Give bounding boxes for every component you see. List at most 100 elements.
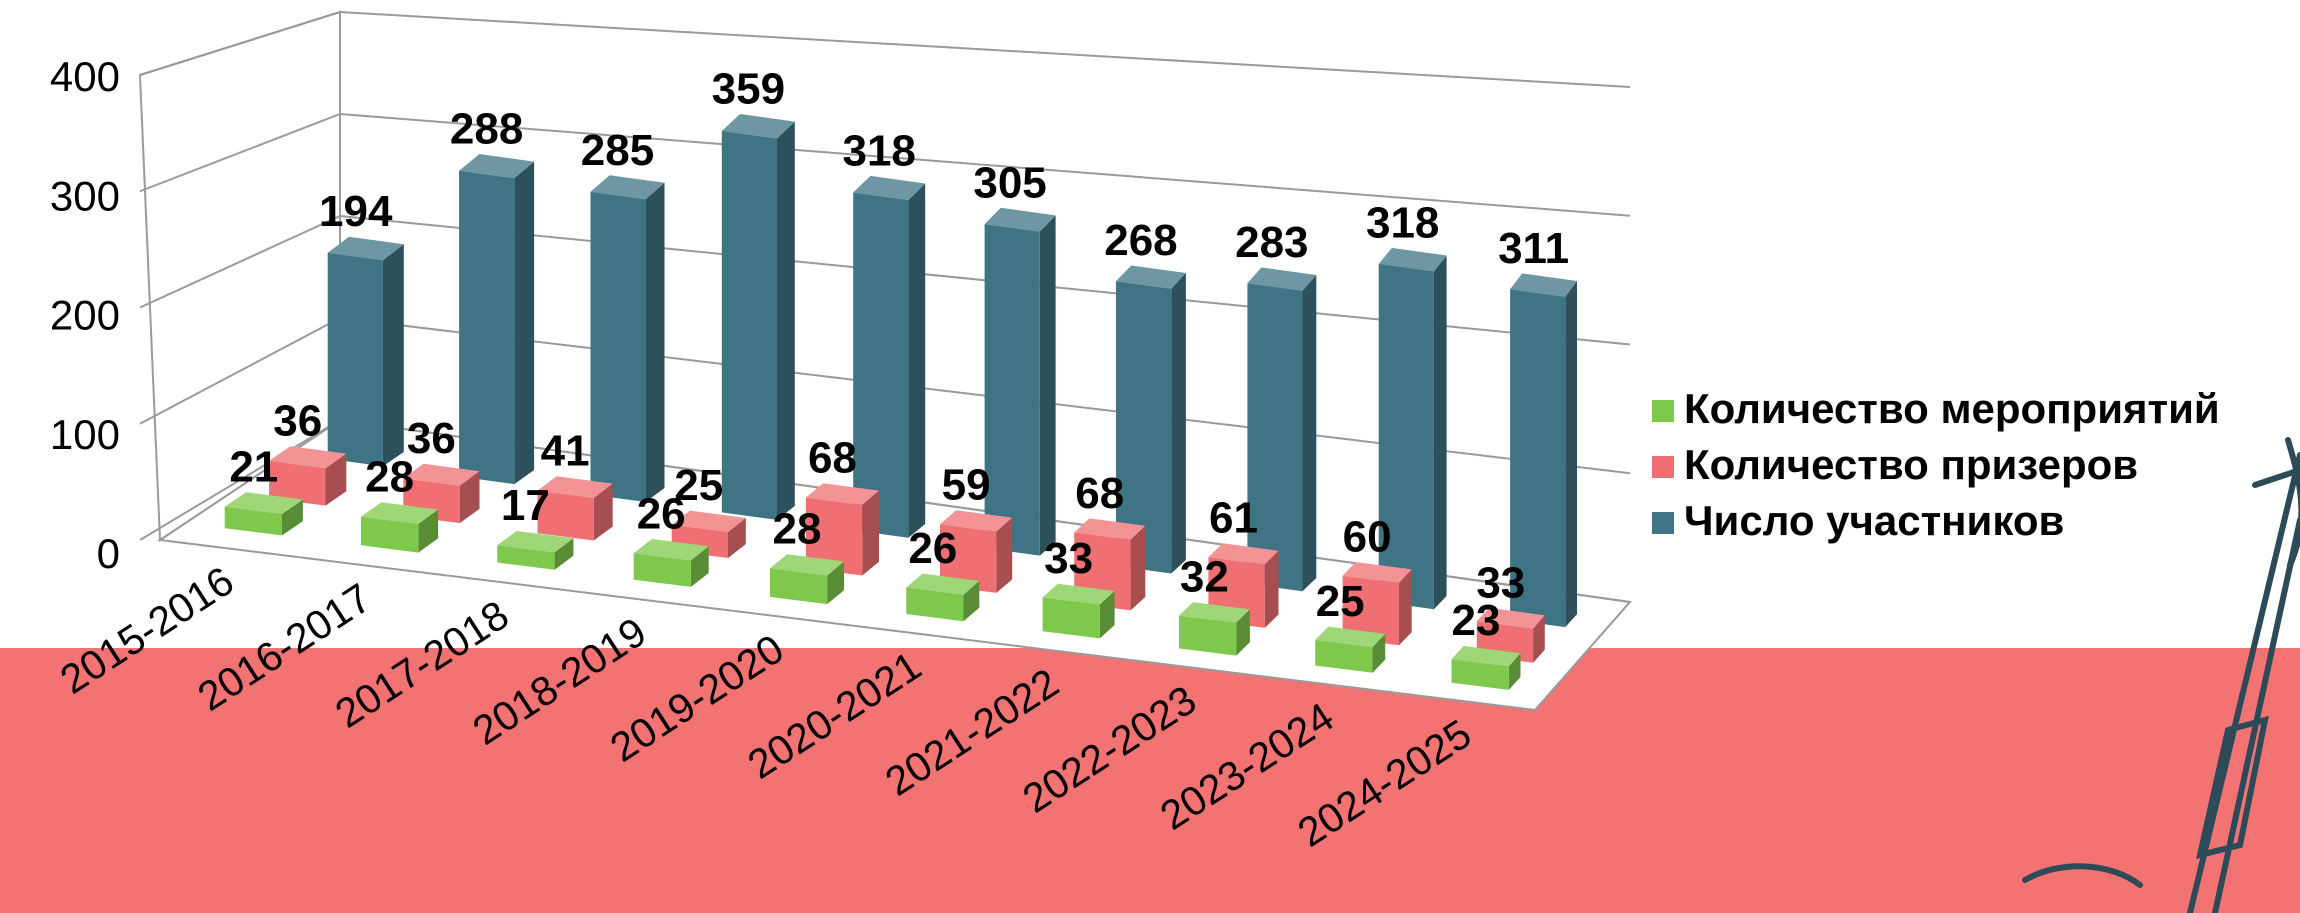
bar-top [1074,518,1146,540]
bar-side [514,161,535,485]
side-gridline-300 [139,113,341,193]
bar-top [721,114,795,139]
bar [590,175,665,503]
bar-front [361,516,419,553]
bottom-color-band [0,648,2300,913]
bar-top [1208,543,1279,565]
bar-top [805,483,879,505]
bar-top [1247,267,1317,291]
bar-top [497,531,574,553]
bar-side [459,471,480,524]
data-label: 26 [637,489,686,538]
bar-top [459,154,535,179]
bar-side [728,518,746,558]
bar-side [645,182,665,503]
bar-side [1399,569,1412,646]
bar-top [590,175,665,200]
bar-side [1565,281,1577,628]
bar [1378,247,1447,610]
legend-swatch [1652,512,1674,534]
data-label: 28 [773,505,822,554]
bar-front [1116,281,1172,574]
bar-front [805,497,863,576]
data-label: 28 [365,453,414,502]
bar-top [1042,583,1115,605]
bar-side [1039,215,1056,556]
bar-top [671,510,746,532]
bar-front [537,490,594,541]
bar [497,531,574,570]
data-label: 26 [908,524,957,573]
bar-top [984,207,1056,232]
data-label: 33 [1044,534,1093,583]
side-gridline-0 [139,419,341,541]
bar-side [1171,273,1186,574]
side-gridline-200 [139,215,341,309]
legend-label: Количество призеров [1684,441,2138,488]
bar-front [269,460,326,506]
bar-top [1116,265,1186,289]
bar [984,207,1056,556]
data-label: 32 [1180,552,1229,601]
bar-side [1372,633,1386,673]
bar [721,114,795,520]
bar [1247,267,1317,592]
bar-top [1178,602,1250,623]
bar [1342,562,1412,646]
bar [1116,265,1186,574]
bar-side [554,538,574,570]
bar-front [224,506,282,536]
bar-front [770,568,828,605]
bar-front [1178,615,1237,656]
data-label: 283 [1235,218,1308,267]
bar-side [1433,255,1447,610]
data-label: 318 [842,126,915,175]
bar-front [497,545,555,570]
bar-side [282,499,303,536]
bar-front [1247,283,1303,592]
bar-side [963,580,980,622]
bar-side [827,561,844,605]
bar-front [1378,263,1434,610]
bar-front [1342,575,1399,646]
bar-top [361,502,439,524]
data-label: 36 [273,397,322,446]
bar [537,476,613,541]
data-label: 41 [541,427,590,476]
bar [1510,273,1577,628]
bar-front [940,524,997,593]
bar-side [908,183,926,538]
data-label: 60 [1343,512,1392,561]
bar-top [770,554,844,576]
bar [1476,607,1545,663]
data-label: 25 [1316,577,1365,626]
data-label: 33 [1476,558,1525,607]
pen-icon [2022,437,2300,913]
bar-side [690,546,709,587]
bar-top [327,236,404,261]
y-tick-label: 0 [97,530,120,577]
bar [940,510,1013,593]
bar-side [593,483,613,541]
bar [805,483,879,576]
bar [853,175,926,538]
data-label: 59 [942,461,991,510]
bar-side [1099,591,1115,639]
data-label: 285 [581,126,654,175]
bar-top [1315,626,1386,648]
bar-front [1042,597,1100,639]
bar [224,492,303,536]
bar-front [633,553,691,587]
bar-top [1451,646,1521,667]
bar-top [403,463,480,486]
bar [770,554,844,605]
data-label: 68 [1075,469,1124,518]
bar [633,539,709,587]
bar-top [269,446,347,469]
y-tick-label: 300 [50,172,120,219]
data-label: 25 [674,461,723,510]
background-layer [0,437,2300,913]
data-label: 311 [1498,224,1569,273]
side-gridline-100 [139,317,341,425]
